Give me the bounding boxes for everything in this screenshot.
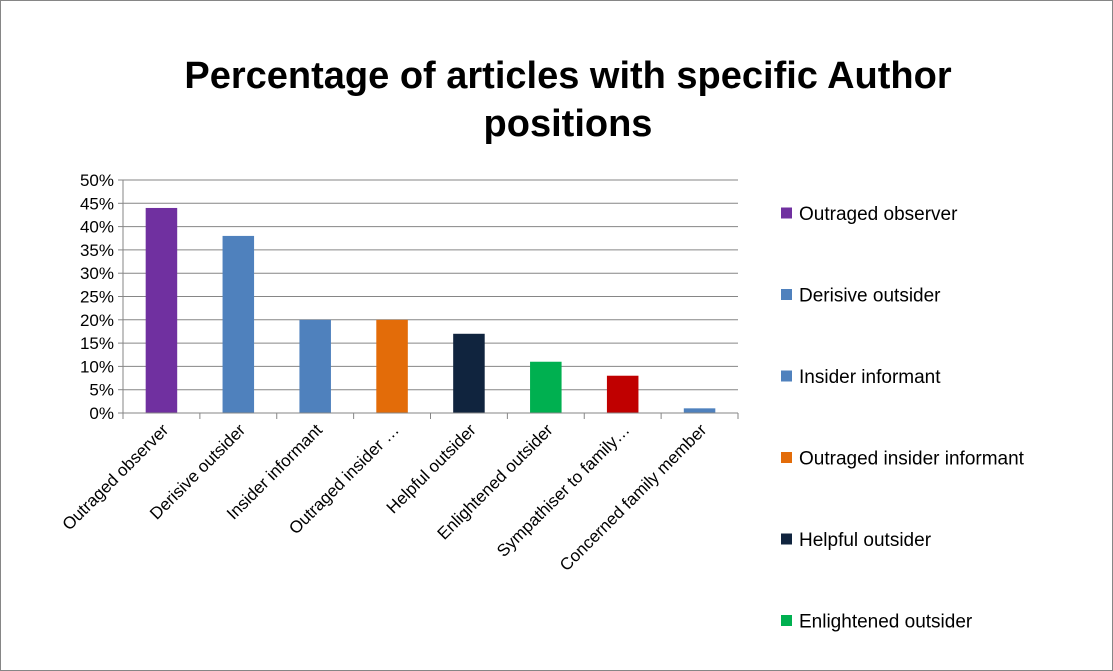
y-tick-label: 10%	[80, 357, 114, 376]
bars	[145, 207, 716, 413]
legend-label: Insider informant	[799, 367, 941, 388]
x-category-label: Sympathiser to family…	[493, 420, 633, 560]
chart-title-line-1: Percentage of articles with specific Aut…	[184, 55, 951, 97]
legend-swatch	[781, 289, 792, 300]
legend: Outraged observer Derisive outsider Inside…	[781, 204, 1025, 633]
bar-5	[453, 333, 485, 413]
y-tick-labels: 0% 5% 10% 15% 20% 25% 30% 35% 40% 45% 50%	[80, 171, 114, 423]
legend-swatch	[781, 533, 792, 545]
legend-swatch	[781, 452, 792, 463]
legend-label: Derisive outsider	[799, 286, 941, 307]
y-tick-label: 45%	[80, 194, 114, 213]
legend-label: Enlightened outsider	[799, 612, 973, 633]
y-tick-label: 20%	[80, 311, 114, 330]
legend-label: Outraged insider informant	[799, 449, 1025, 470]
legend-label: Helpful outsider	[799, 530, 932, 551]
y-tick-label: 15%	[80, 334, 114, 353]
bar-1	[145, 207, 178, 413]
y-tick-label: 30%	[80, 264, 114, 283]
y-tick-label: 25%	[80, 288, 114, 307]
y-tick-label: 50%	[80, 171, 114, 190]
legend-swatch	[781, 207, 792, 219]
legend-swatch	[781, 615, 792, 626]
bar-2	[222, 235, 255, 413]
x-category-label: Concerned family member	[556, 420, 711, 575]
bar-6	[530, 361, 562, 413]
bar-8	[683, 408, 716, 413]
y-tick-label: 40%	[80, 218, 114, 237]
bar-4	[376, 319, 408, 413]
y-tick-label: 0%	[89, 404, 114, 423]
legend-label: Outraged observer	[799, 204, 958, 225]
gridlines	[123, 179, 738, 391]
legend-swatch	[781, 370, 792, 382]
y-tick-label: 35%	[80, 241, 114, 260]
chart-title-line-2: positions	[484, 103, 653, 145]
y-tick-label: 5%	[89, 381, 114, 400]
bar-7	[606, 375, 639, 413]
axes	[118, 179, 739, 419]
bar-3	[299, 319, 331, 413]
